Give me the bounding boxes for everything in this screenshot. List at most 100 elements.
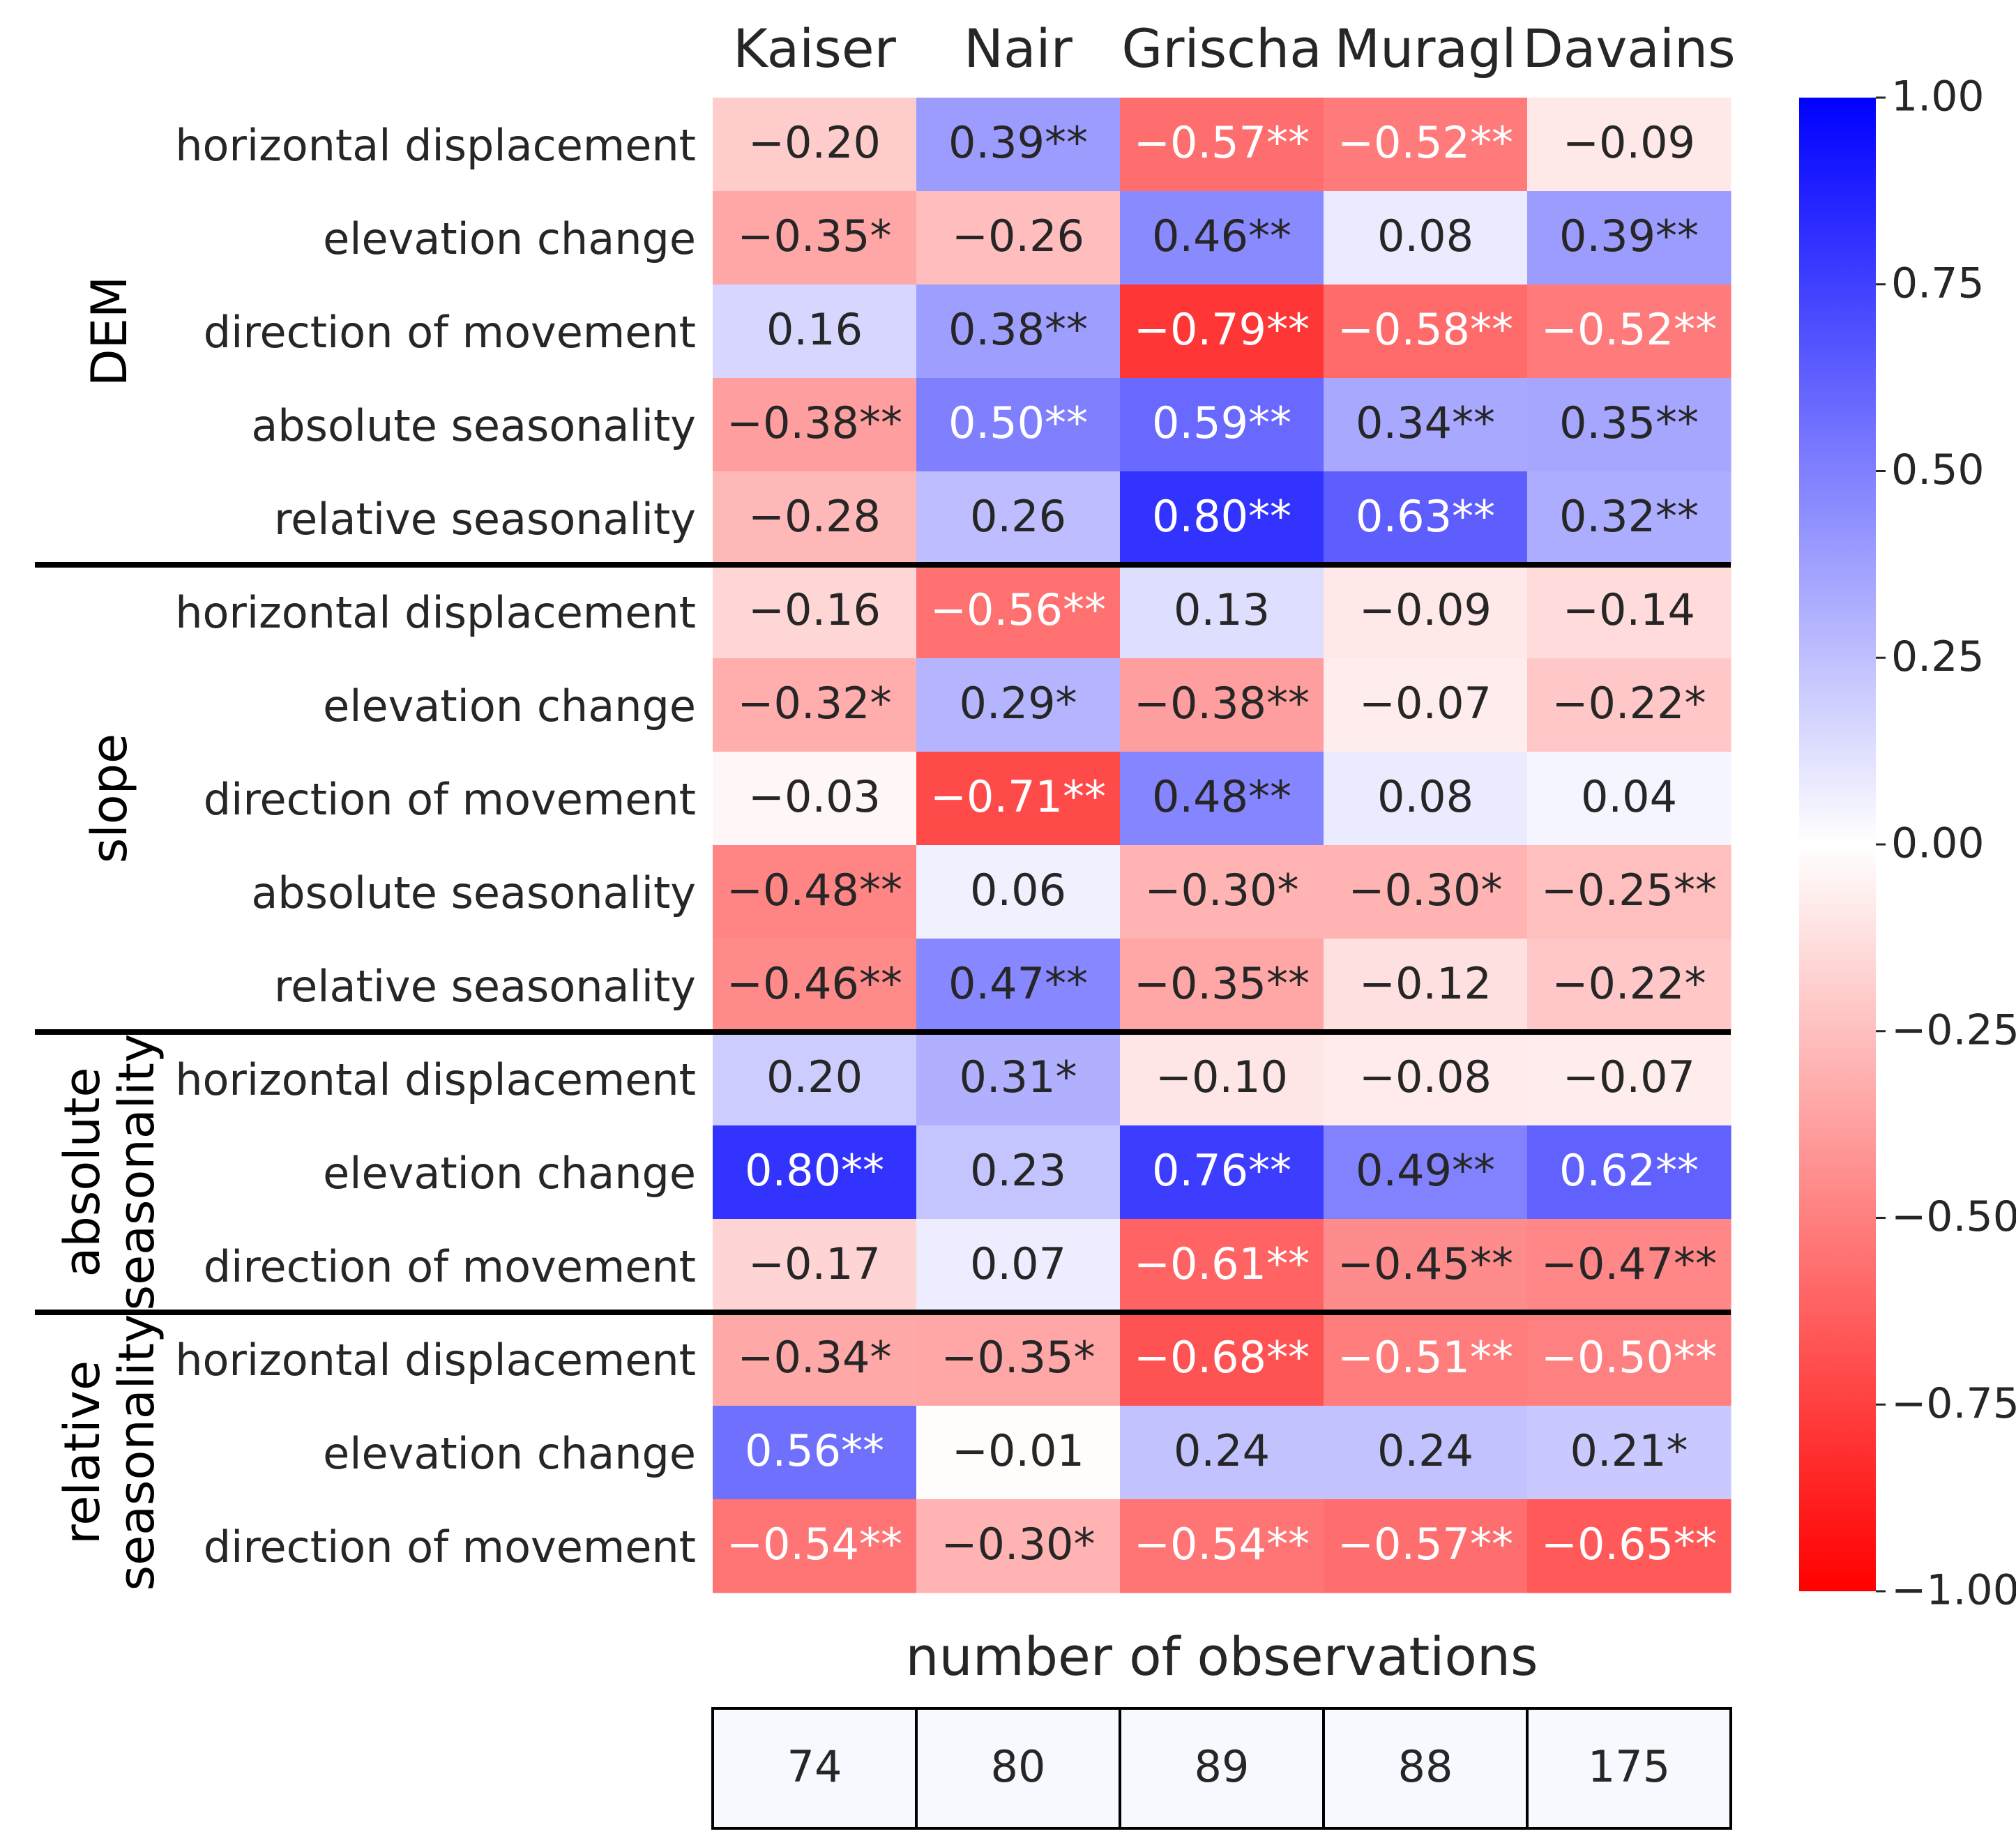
- column-label: Muragl: [1335, 17, 1517, 79]
- group-label: DEM: [81, 276, 138, 387]
- cell-value-label: −0.14: [1563, 584, 1695, 635]
- heatmap-grid: −0.20 0.39** −0.57** −0.52** −0.09 −0.35* −0.2…: [713, 98, 1731, 1593]
- cell-value-label: −0.30*: [1145, 865, 1299, 916]
- heatmap-cell: [1120, 1312, 1324, 1406]
- heatmap-cell: [713, 939, 917, 1033]
- heatmap-cell: [1324, 378, 1528, 472]
- cell-value-label: −0.35*: [738, 211, 892, 261]
- heatmap-cell: [916, 1499, 1121, 1593]
- heatmap-cell: [916, 1312, 1121, 1406]
- observation-cell: [711, 1707, 918, 1830]
- cell-value-label: 0.34**: [1356, 397, 1495, 448]
- cell-value-label: 0.21*: [1570, 1425, 1688, 1476]
- cell-value-label: −0.26: [952, 211, 1084, 261]
- heatmap-cell: [1324, 1032, 1528, 1126]
- column-label: Nair: [964, 17, 1073, 79]
- colorbar-tick-label: −0.50: [1891, 1192, 2016, 1241]
- cell-value-label: −0.34*: [738, 1332, 892, 1383]
- cell-value-label: 0.32**: [1559, 491, 1699, 542]
- heatmap-cell: [1324, 845, 1528, 939]
- heatmap-cell: [1120, 565, 1324, 659]
- heatmap-cell: [713, 658, 917, 752]
- cell-value-label: −0.52**: [1541, 304, 1717, 355]
- cell-value-label: 0.31*: [959, 1052, 1077, 1102]
- cell-value-label: 0.16: [766, 304, 863, 355]
- cell-value-label: −0.57**: [1134, 117, 1310, 168]
- cell-value-label: −0.16: [748, 584, 881, 635]
- heatmap-cell: [1527, 191, 1731, 285]
- observation-count: 175: [1588, 1741, 1670, 1792]
- observation-count: 89: [1195, 1741, 1250, 1792]
- cell-value-label: −0.54**: [727, 1519, 902, 1570]
- cell-value-label: 0.26: [970, 491, 1066, 542]
- cell-value-label: 0.76**: [1152, 1145, 1291, 1196]
- heatmap-cell: [916, 471, 1121, 566]
- heatmap-cell: [713, 1312, 917, 1406]
- heatmap-cell: [713, 565, 917, 659]
- heatmap-cell: [1324, 284, 1528, 379]
- cell-value-label: 0.23: [970, 1145, 1066, 1196]
- observation-count: 74: [787, 1741, 842, 1792]
- cell-value-label: −0.28: [748, 491, 881, 542]
- row-label: direction of movement: [204, 1522, 696, 1572]
- cell-value-label: 0.24: [1377, 1425, 1473, 1476]
- observation-cell: [1119, 1707, 1325, 1830]
- cell-value-label: 0.47**: [948, 958, 1088, 1009]
- observation-count: 80: [991, 1741, 1046, 1792]
- heatmap-cell: [1120, 658, 1324, 752]
- cell-value-label: −0.47**: [1541, 1238, 1717, 1289]
- row-label: elevation change: [323, 1428, 696, 1479]
- cell-value-label: −0.03: [748, 771, 881, 822]
- row-label: horizontal displacement: [175, 587, 696, 638]
- column-label: Kaiser: [733, 17, 897, 79]
- heatmap-cell: [713, 1219, 917, 1313]
- heatmap-cell: [1120, 752, 1324, 846]
- observation-cell: [1526, 1707, 1732, 1830]
- heatmap-cell: [1527, 98, 1731, 192]
- heatmap-cell: [916, 1125, 1121, 1220]
- cell-value-label: −0.10: [1155, 1052, 1288, 1102]
- colorbar-tick-label: 0.25: [1891, 632, 1985, 681]
- heatmap-cell: [1324, 1312, 1528, 1406]
- cell-value-label: −0.17: [748, 1238, 881, 1289]
- row-label: absolute seasonality: [251, 867, 696, 918]
- cell-value-label: 0.39**: [1559, 211, 1699, 261]
- heatmap-cell: [916, 1219, 1121, 1313]
- heatmap-cell: [713, 98, 917, 192]
- cell-value-label: −0.56**: [930, 584, 1106, 635]
- heatmap-cell: [1324, 1125, 1528, 1220]
- cell-value-label: 0.80**: [745, 1145, 884, 1196]
- heatmap-cell: [1527, 471, 1731, 566]
- heatmap-cell: [1324, 1406, 1528, 1500]
- group-separators: [35, 562, 1731, 1315]
- observation-count: 88: [1398, 1741, 1453, 1792]
- cell-value-label: 0.06: [970, 865, 1066, 916]
- cell-value-label: 0.62**: [1559, 1145, 1699, 1196]
- observations-title: number of observations: [905, 1625, 1538, 1687]
- group-label: relative: [54, 1360, 111, 1545]
- heatmap-cell: [1324, 191, 1528, 285]
- cell-value-label: −0.52**: [1337, 117, 1513, 168]
- group-label: absolute: [54, 1068, 111, 1277]
- cell-value-label: −0.51**: [1337, 1332, 1513, 1383]
- heatmap-cell: [916, 1032, 1121, 1126]
- cell-value-label: −0.38**: [1134, 678, 1310, 729]
- column-label: Grischa: [1121, 17, 1321, 79]
- cell-value-label: 0.13: [1174, 584, 1270, 635]
- heatmap-cell: [916, 658, 1121, 752]
- row-label: elevation change: [323, 1148, 696, 1199]
- heatmap-cell: [713, 1032, 917, 1126]
- colorbar-tick-label: 1.00: [1891, 73, 1985, 121]
- cell-value-label: −0.71**: [930, 771, 1106, 822]
- heatmap-cell: [713, 1499, 917, 1593]
- heatmap-cell: [1324, 1499, 1528, 1593]
- column-labels: Kaiser Nair Grischa Muragl Davains: [733, 17, 1736, 79]
- cell-value-label: −0.79**: [1134, 304, 1310, 355]
- heatmap-cell: [1527, 1312, 1731, 1406]
- cell-value-label: −0.45**: [1337, 1238, 1513, 1289]
- heatmap-cell: [1120, 939, 1324, 1033]
- heatmap-cell: [916, 752, 1121, 846]
- cell-value-label: −0.61**: [1134, 1238, 1310, 1289]
- heatmap-cell: [713, 471, 917, 566]
